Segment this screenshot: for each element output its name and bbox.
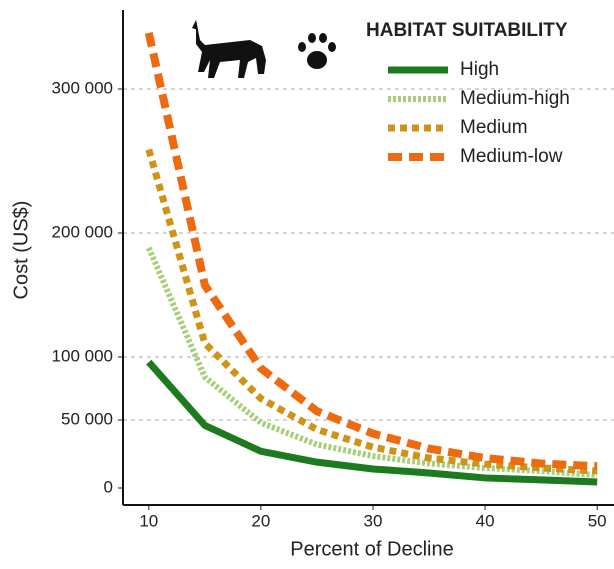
legend-label: High bbox=[460, 59, 499, 80]
y-tick-label: 300 000 bbox=[52, 78, 113, 97]
x-tick-label: 10 bbox=[139, 511, 158, 530]
legend-label: Medium bbox=[460, 117, 528, 138]
x-axis-label: Percent of Decline bbox=[290, 538, 453, 560]
y-tick-label: 50 000 bbox=[61, 409, 113, 428]
x-tick-label: 40 bbox=[476, 511, 495, 530]
x-tick-label: 30 bbox=[364, 511, 383, 530]
series-line bbox=[149, 248, 597, 475]
lynx-silhouette bbox=[192, 20, 266, 78]
legend-title: HABITAT SUITABILITY bbox=[366, 20, 568, 41]
x-tick-label: 50 bbox=[588, 511, 607, 530]
legend-label: Medium-low bbox=[460, 146, 563, 167]
paw-print bbox=[298, 33, 336, 69]
series-line bbox=[149, 149, 597, 471]
y-tick-label: 100 000 bbox=[52, 346, 113, 365]
y-axis-label: Cost (US$) bbox=[10, 201, 32, 300]
legend-label: Medium-high bbox=[460, 88, 570, 109]
y-tick-label: 200 000 bbox=[52, 222, 113, 241]
chart: Cost (US$) Percent of Decline HABITAT SU… bbox=[0, 0, 614, 564]
x-tick-label: 20 bbox=[251, 511, 270, 530]
y-tick-label: 0 bbox=[104, 477, 113, 496]
series-line bbox=[149, 362, 597, 482]
